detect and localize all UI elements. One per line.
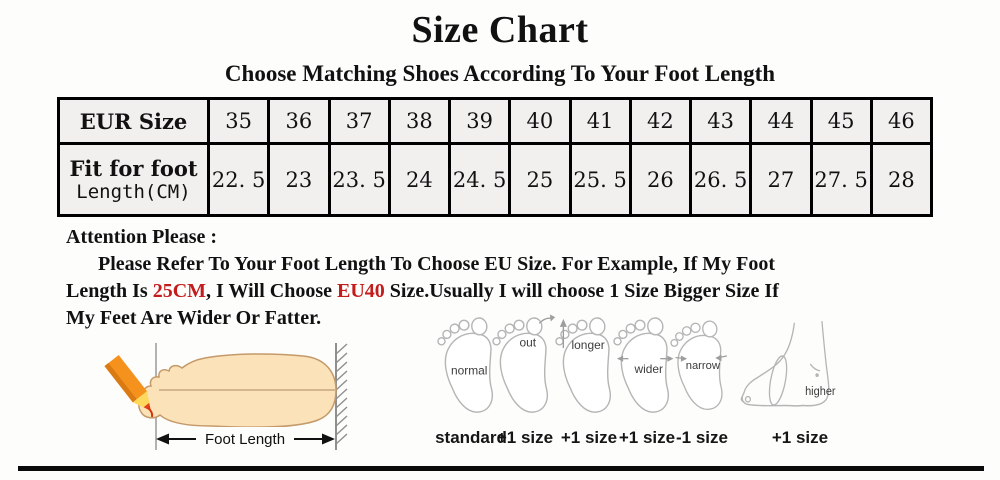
footprint-longer-icon: longer [555,317,611,413]
size-note: -1 size [676,428,728,447]
eur-size-cell: 36 [267,97,331,145]
foot-length-cell: 26. 5 [688,142,753,217]
foot-length-cell: 24 [387,142,452,217]
attention-line3: My Feet Are Wider Or Fatter. [66,307,322,329]
foot-type-normal: normal standard [432,317,510,452]
foot-length-cell: 22. 5 [206,142,271,217]
size-note: standard [435,428,507,447]
attention-highlight-size: EU40 [337,280,385,302]
foot-length-cell: 27. 5 [809,142,873,217]
eur-size-cell: 35 [206,97,271,145]
foot-inner-label: wider [634,362,664,376]
foot-type-longer: longer +1 size [555,317,621,452]
foot-type-narrow: narrow -1 size [670,318,732,452]
size-note: +1 size [560,428,618,447]
eur-size-cell: 37 [327,97,391,145]
size-table: EUR Size 35 36 37 38 39 40 41 42 43 44 4… [57,97,934,217]
attention-text: Length Is [66,280,153,302]
foot-type-out: out +1 size [492,314,556,452]
foot-length-cell: 26 [628,142,693,217]
foot-side-view-icon: higher [740,320,836,407]
eur-size-header: EUR Size [57,97,210,145]
foot-inner-label: narrow [686,360,721,372]
bottom-divider [18,466,984,471]
foot-measurement-illustration: Foot Length [104,343,348,450]
foot-inner-label: out [519,335,536,349]
eur-size-cell: 44 [749,97,813,145]
foot-length-cell: 24. 5 [447,142,512,217]
foot-inner-label: higher [805,385,836,398]
footprint-wider-icon: wider [613,317,674,413]
size-note: +1 size [771,428,829,447]
foot-length-row: Fit for foot Length(CM) 22. 5 23 23. 5 2… [57,142,934,217]
size-note: +1 size [618,428,676,447]
page-title: Size Chart [411,9,589,51]
wall-hatch-icon [335,343,348,450]
foot-length-cell: 23 [267,142,331,217]
eur-size-cell: 39 [447,97,512,145]
eur-size-cell: 41 [568,97,632,145]
attention-block: Attention Please : Please Refer To Your … [66,224,966,332]
longer-arrow-head [559,318,567,327]
foot-length-header: Fit for foot Length(CM) [57,142,210,217]
footprint-out-icon: out [492,314,556,413]
foot-measurement-diagram: Foot Length [93,338,355,465]
foot-sole-icon [138,353,337,428]
foot-type-wider: wider +1 size [613,317,679,452]
eur-size-cell: 38 [387,97,452,145]
attention-line1: Please Refer To Your Foot Length To Choo… [98,253,776,275]
page-subtitle: Choose Matching Shoes According To Your … [224,61,776,86]
foot-type-higher: higher +1 size [733,318,867,452]
foot-inner-label: normal [451,364,487,378]
out-arrow-head [549,314,556,322]
foot-length-header-line1: Fit for foot [69,156,198,181]
footprint-narrow-icon: narrow [670,320,727,411]
pencil-mark [147,407,154,418]
narrow-arrows-icon [675,354,727,362]
attention-line2: Length Is 25CM, I Will Choose EU40 Size.… [66,278,966,305]
eur-size-cell: 43 [688,97,753,145]
size-note: +1 size [496,428,554,447]
foot-length-arrow-icon: Foot Length [156,427,335,449]
eur-size-cell: 42 [628,97,693,145]
eur-size-row: EUR Size 35 36 37 38 39 40 41 42 43 44 4… [57,97,934,145]
footprint-normal-icon: normal [437,317,493,413]
tape-loop-icon [768,355,788,406]
attention-text: Size.Usually I will choose 1 Size Bigger… [384,280,779,302]
foot-inner-label: longer [572,338,605,352]
eur-size-cell: 40 [508,97,572,145]
foot-length-cell: 28 [869,142,934,217]
eur-size-cell: 46 [869,97,934,145]
eur-size-cell: 45 [809,97,873,145]
foot-length-label: Foot Length [205,431,285,448]
wider-arrows-icon [616,355,674,362]
foot-length-cell: 23. 5 [327,142,391,217]
foot-length-cell: 25. 5 [568,142,632,217]
attention-heading: Attention Please : [66,226,218,248]
foot-length-cell: 25 [508,142,572,217]
foot-length-header-line2: Length(CM) [76,181,191,203]
attention-text: , I Will Choose [206,280,337,302]
foot-length-cell: 27 [749,142,813,217]
attention-highlight-cm: 25CM [152,280,207,302]
